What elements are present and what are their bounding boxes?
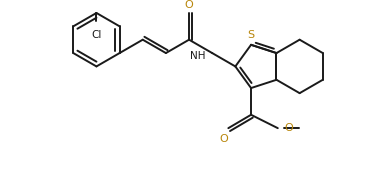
Text: NH: NH bbox=[190, 51, 206, 61]
Text: Cl: Cl bbox=[91, 30, 101, 40]
Text: S: S bbox=[248, 30, 255, 40]
Text: O: O bbox=[219, 134, 228, 144]
Text: O: O bbox=[185, 0, 194, 10]
Text: O: O bbox=[285, 123, 293, 133]
